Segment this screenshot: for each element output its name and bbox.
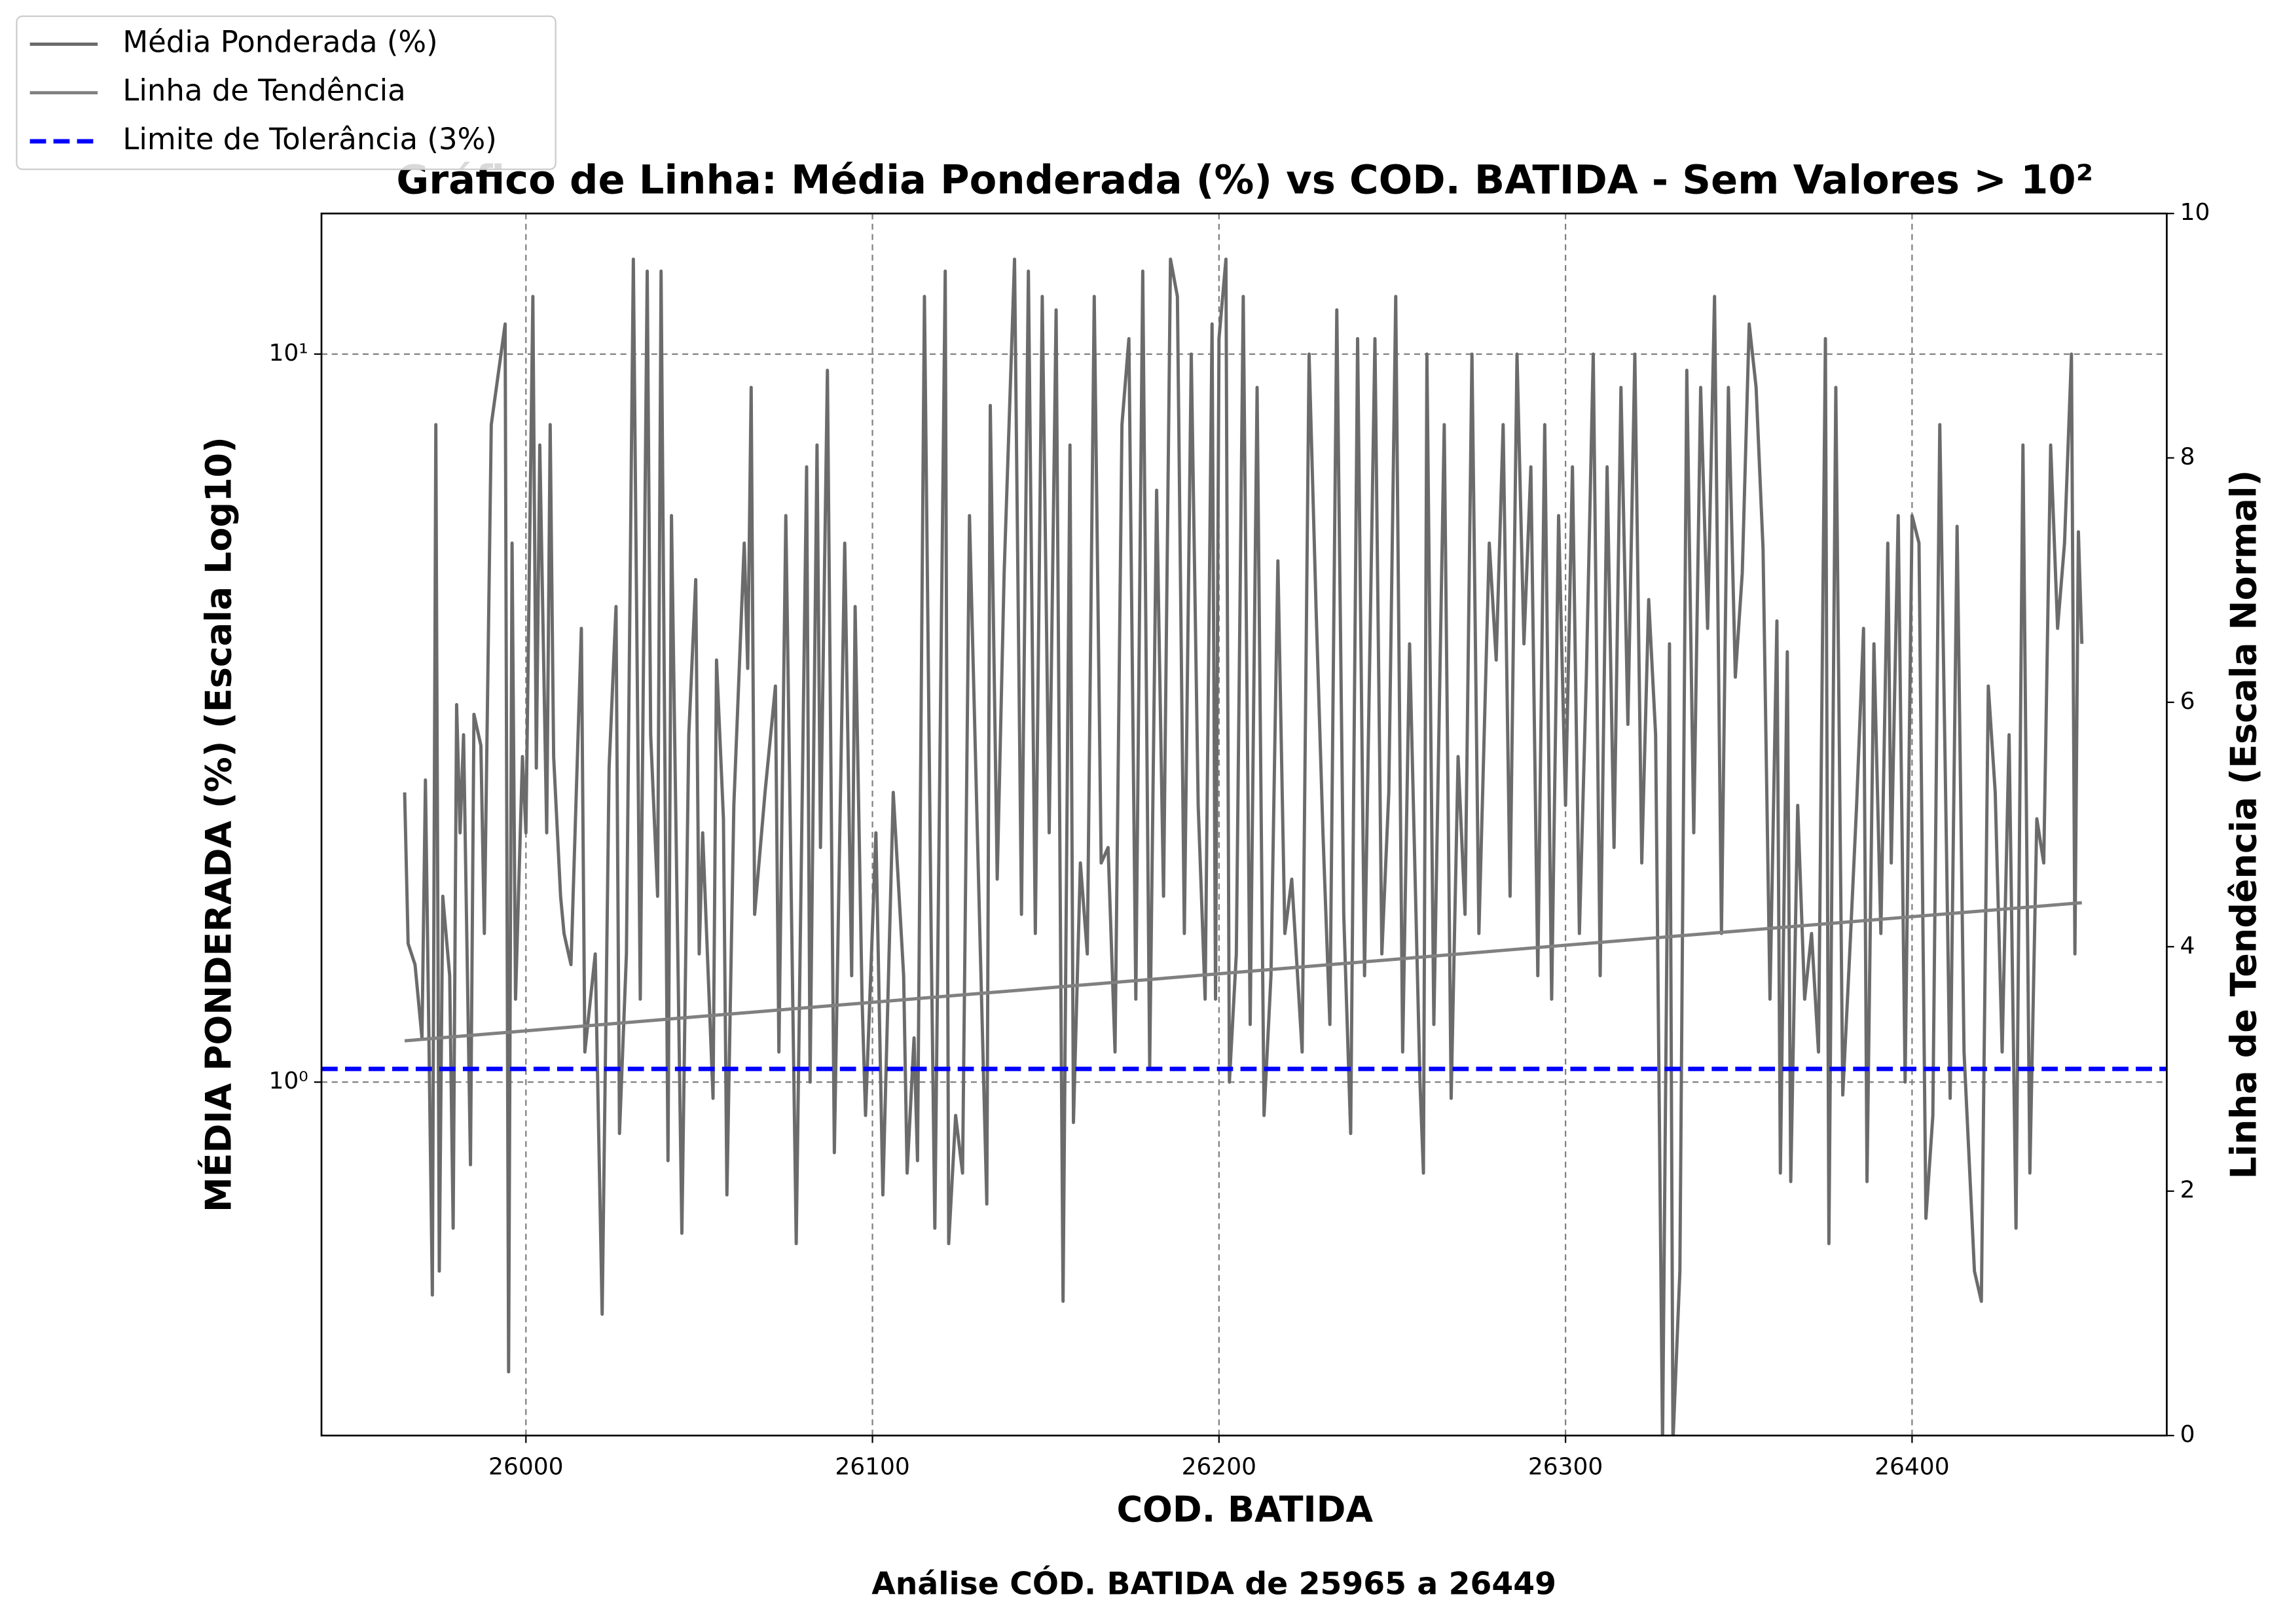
y2-tick-label: 8	[2180, 444, 2195, 471]
y2-tick-label: 0	[2180, 1421, 2195, 1448]
y2-tick-label: 6	[2180, 688, 2195, 715]
x-tick-label: 26300	[1528, 1454, 1603, 1481]
legend-label: Média Ponderada (%)	[122, 24, 437, 59]
x-tick-label: 26100	[835, 1454, 909, 1481]
x-axis-label: COD. BATIDA	[1116, 1489, 1373, 1530]
legend-label: Linha de Tendência	[122, 73, 405, 108]
y-tick-label: 10⁰	[269, 1068, 308, 1094]
subtitle: Análise CÓD. BATIDA de 25965 a 26449	[871, 1565, 1556, 1602]
x-tick-label: 26000	[488, 1454, 563, 1481]
legend-box	[16, 15, 557, 170]
plot-area	[321, 257, 2167, 1436]
y-tick-label: 10¹	[269, 340, 308, 367]
legend-label: Limite de Tolerância (3%)	[122, 122, 496, 156]
y2-tick-label: 2	[2180, 1177, 2195, 1204]
x-tick-label: 26200	[1182, 1454, 1256, 1481]
y-axis-label: MÉDIA PONDERADA (%) (Escala Log10)	[198, 437, 240, 1212]
chart-title: Gráfico de Linha: Média Ponderada (%) vs…	[396, 158, 2093, 204]
y2-tick-label: 4	[2180, 932, 2195, 959]
data-line	[403, 257, 2084, 1436]
y2-tick-label: 10	[2180, 199, 2210, 226]
y2-axis-label: Linha de Tendência (Escala Normal)	[2223, 470, 2265, 1179]
plot-frame	[320, 212, 2168, 1437]
x-tick-label: 26400	[1874, 1454, 1949, 1481]
data-line	[404, 901, 2082, 1043]
